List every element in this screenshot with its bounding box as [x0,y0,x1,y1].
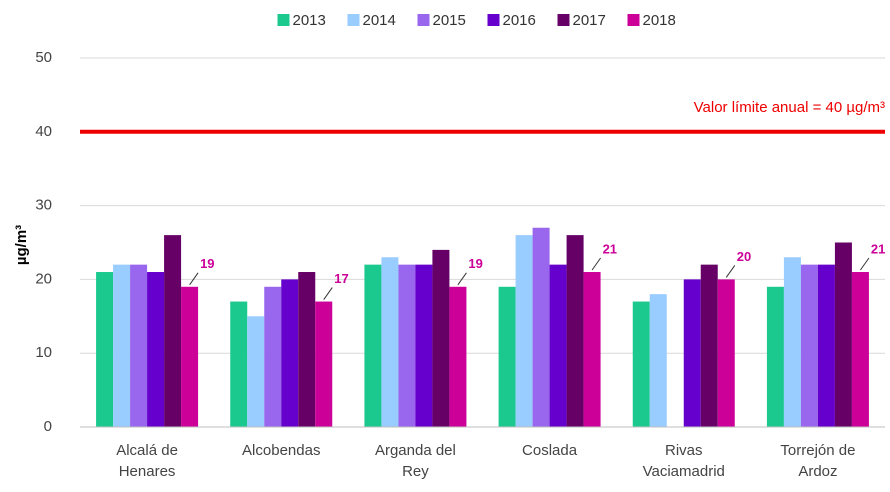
bar [800,264,818,427]
bar [147,272,165,427]
bar [549,264,567,427]
bar [432,249,450,427]
x-tick-label: Henares [119,463,176,480]
bar [817,264,835,427]
threshold-label: Valor límite anual = 40 µg/m³ [694,99,885,116]
bar [164,235,182,427]
x-tick-label: Vaciamadrid [643,463,725,480]
data-label: 20 [737,249,751,264]
legend-label: 2013 [293,12,326,29]
bar [851,272,869,427]
bar [96,272,114,427]
bar [315,301,333,427]
data-label: 21 [603,241,617,256]
bar [566,235,584,427]
x-tick-label: Alcalá de [116,442,178,459]
leader-line [189,272,199,286]
data-label: 19 [200,256,214,271]
y-axis-label: µg/m³ [13,225,30,265]
y-tick-label: 30 [35,197,52,214]
x-tick-label: Alcobendas [242,442,320,459]
x-tick-label: Coslada [522,442,578,459]
bar [834,242,852,427]
legend-swatch [277,14,290,26]
y-tick-label: 50 [35,49,52,66]
bar [281,279,299,427]
leader-line [860,257,870,271]
bar [181,286,199,427]
bar [632,301,650,427]
bar [113,264,131,427]
data-label: 17 [334,271,348,286]
bar [717,279,735,427]
bar [583,272,601,427]
legend-swatch [417,14,430,26]
bar [230,301,248,427]
bar [415,264,433,427]
x-tick-label: Rivas [665,442,703,459]
legend-label: 2018 [643,12,676,29]
x-tick-label: Rey [402,463,429,480]
x-tick-label: Ardoz [798,463,837,480]
bar [264,286,282,427]
bar [364,264,382,427]
y-tick-label: 40 [35,123,52,140]
bar [532,227,550,427]
data-label: 21 [871,241,885,256]
bar [130,264,148,427]
bar [766,286,784,427]
bar [783,257,801,427]
legend-swatch [487,14,500,26]
leader-line [591,257,601,271]
legend-label: 2017 [573,12,606,29]
legend-label: 2015 [433,12,466,29]
data-label: 19 [468,256,482,271]
bar [515,235,533,427]
bar [700,264,718,427]
bar [683,279,701,427]
legend-label: 2016 [503,12,536,29]
bar [449,286,467,427]
x-tick-label: Arganda del [375,442,456,459]
bar [398,264,416,427]
legend-swatch [557,14,570,26]
leader-line [323,287,333,300]
legend-label: 2014 [363,12,396,29]
leader-line [725,265,736,278]
bar [381,257,399,427]
y-tick-label: 0 [44,418,52,435]
y-tick-label: 20 [35,270,52,287]
bar [247,316,265,427]
bar [649,294,667,427]
legend-swatch [627,14,640,26]
bar [498,286,516,427]
x-tick-label: Torrejón de [780,442,855,459]
y-tick-label: 10 [35,344,52,361]
leader-line [457,272,467,286]
bar [298,272,316,427]
legend-swatch [347,14,360,26]
